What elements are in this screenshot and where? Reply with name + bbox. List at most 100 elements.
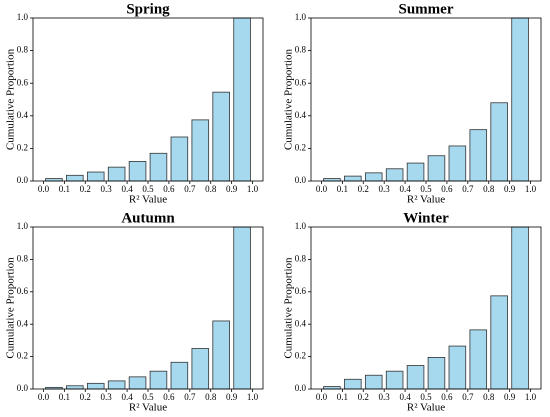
bar	[128, 376, 147, 390]
y-tick-label: 0.0	[295, 175, 307, 185]
bar	[233, 226, 251, 390]
bar	[511, 226, 529, 390]
x-tick-label: 0.8	[205, 184, 217, 194]
y-tick-label: 0.4	[295, 318, 307, 328]
x-tick-label: 0.5	[142, 392, 154, 402]
bar	[469, 129, 488, 182]
bar	[107, 380, 126, 390]
y-tick-label: 0.8	[17, 253, 29, 263]
y-tick-label: 1.0	[17, 221, 29, 231]
x-axis-label: R² Value	[407, 402, 445, 414]
chart-title: Autumn	[121, 210, 175, 226]
y-tick-label: 0.2	[295, 142, 306, 152]
x-tick-label: 1.0	[247, 184, 259, 194]
x-tick-label: 0.1	[337, 184, 348, 194]
bar	[66, 385, 84, 390]
y-axis-label: Cumulative Proportion	[5, 257, 17, 359]
bar	[490, 102, 508, 182]
y-tick-label: 0.2	[17, 351, 28, 361]
y-axis-label: Cumulative Proportion	[283, 48, 295, 150]
x-tick-label: 0.6	[441, 392, 453, 402]
x-tick-label: 0.1	[337, 392, 348, 402]
x-tick-label: 0.0	[38, 184, 50, 194]
y-tick-label: 0.6	[17, 77, 29, 87]
x-tick-label: 0.9	[504, 184, 516, 194]
bar	[86, 171, 105, 182]
bar	[191, 348, 210, 390]
bar	[490, 295, 508, 390]
y-tick-label: 0.0	[17, 383, 29, 393]
x-tick-label: 0.7	[462, 392, 474, 402]
bar	[128, 161, 147, 182]
bar	[170, 361, 189, 390]
bar	[385, 370, 404, 390]
y-tick-label: 0.6	[17, 286, 29, 296]
x-axis-label: R² Value	[129, 402, 167, 414]
y-tick-label: 1.0	[295, 221, 307, 231]
x-tick-label: 1.0	[247, 392, 259, 402]
x-tick-label: 0.3	[101, 184, 113, 194]
x-tick-label: 0.4	[121, 184, 133, 194]
bar	[107, 166, 126, 182]
y-tick-label: 0.6	[295, 286, 307, 296]
y-tick-label: 0.4	[17, 110, 29, 120]
y-tick-label: 0.0	[295, 383, 307, 393]
x-tick-label: 0.6	[163, 392, 175, 402]
x-tick-label: 0.5	[420, 392, 432, 402]
bar	[406, 162, 425, 182]
x-tick-label: 0.2	[358, 392, 369, 402]
y-tick-label: 1.0	[295, 12, 307, 22]
bar	[406, 365, 425, 390]
x-tick-label: 0.0	[38, 392, 50, 402]
y-tick-label: 0.8	[295, 45, 307, 55]
x-tick-label: 0.9	[226, 184, 238, 194]
y-tick-label: 0.4	[17, 318, 29, 328]
y-tick-label: 0.6	[295, 77, 307, 87]
x-tick-label: 0.4	[399, 392, 411, 402]
y-axis-label: Cumulative Proportion	[283, 257, 295, 359]
x-axis-label: R² Value	[407, 194, 445, 206]
x-tick-label: 0.7	[462, 184, 474, 194]
y-tick-label: 0.2	[295, 351, 306, 361]
x-tick-label: 1.0	[525, 392, 537, 402]
x-tick-label: 0.3	[379, 184, 391, 194]
bar	[233, 17, 251, 182]
bar	[364, 374, 383, 390]
x-tick-label: 0.8	[205, 392, 217, 402]
bar	[86, 382, 105, 390]
x-tick-label: 0.9	[504, 392, 516, 402]
x-axis-label: R² Value	[129, 194, 167, 206]
x-tick-label: 0.6	[163, 184, 175, 194]
bar	[427, 155, 446, 182]
bar	[469, 329, 488, 390]
y-tick-label: 0.4	[295, 110, 307, 120]
x-tick-label: 0.5	[142, 184, 154, 194]
x-tick-label: 1.0	[525, 184, 537, 194]
x-tick-label: 0.0	[316, 184, 328, 194]
chart-title: Summer	[399, 1, 454, 17]
chart-title: Spring	[126, 1, 170, 17]
y-tick-label: 0.8	[17, 45, 29, 55]
x-tick-label: 0.7	[184, 392, 196, 402]
x-tick-label: 0.8	[483, 392, 495, 402]
y-tick-label: 0.2	[17, 142, 28, 152]
y-axis-label: Cumulative Proportion	[5, 48, 17, 150]
bar	[212, 320, 230, 390]
chart-title: Winter	[403, 210, 449, 226]
x-tick-label: 0.1	[59, 392, 70, 402]
bar	[448, 145, 467, 182]
x-tick-label: 0.3	[379, 392, 391, 402]
x-tick-label: 0.2	[80, 184, 91, 194]
bar	[66, 174, 84, 182]
x-tick-label: 0.5	[420, 184, 432, 194]
x-tick-label: 0.0	[316, 392, 328, 402]
x-tick-label: 0.3	[101, 392, 113, 402]
y-tick-label: 1.0	[17, 12, 29, 22]
x-tick-label: 0.9	[226, 392, 238, 402]
bar	[212, 91, 230, 182]
bar	[170, 136, 189, 182]
y-tick-label: 0.0	[17, 175, 29, 185]
bar	[344, 175, 362, 182]
bar	[448, 345, 467, 390]
